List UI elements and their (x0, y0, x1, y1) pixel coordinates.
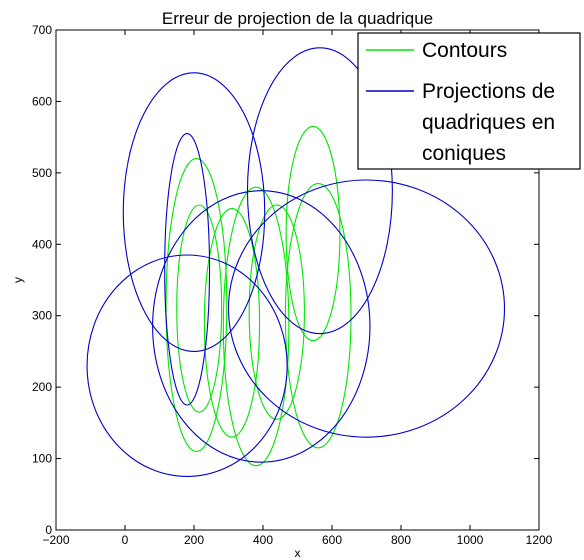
y-tick-label: 100 (32, 452, 52, 466)
contours-ellipse (203, 208, 261, 438)
chart-title: Erreur de projection de la quadrique (162, 9, 433, 28)
x-axis-label: x (295, 546, 301, 560)
projections-series (86, 47, 506, 477)
x-tick-label: 800 (391, 533, 411, 547)
x-tick-label: −200 (42, 533, 69, 547)
legend-box (357, 32, 581, 170)
y-tick-label: 700 (32, 23, 52, 37)
projections-ellipse (152, 190, 371, 463)
contours-ellipse (222, 186, 290, 467)
projections-ellipse (122, 72, 266, 352)
y-tick-label: 600 (32, 94, 52, 108)
legend-label-projections: quadriques en (422, 111, 555, 134)
y-tick-label: 0 (45, 523, 52, 537)
x-tick-label: 1000 (457, 533, 484, 547)
contours-ellipse (248, 204, 305, 420)
projections-ellipse (246, 47, 393, 335)
y-tick-label: 500 (32, 166, 52, 180)
legend: Contours Projections de quadriques en coniq… (357, 32, 581, 170)
legend-label-projections: Projections de (422, 80, 555, 103)
contours-ellipse (176, 204, 223, 413)
y-axis-label: y (11, 277, 25, 283)
y-tick-label: 400 (32, 237, 52, 251)
projections-ellipse (86, 254, 288, 477)
projections-ellipse (164, 133, 211, 406)
x-tick-label: 1200 (526, 533, 553, 547)
x-tick-label: 400 (253, 533, 273, 547)
contours-ellipse (285, 125, 341, 342)
projections-ellipse (227, 179, 506, 438)
x-tick-label: 600 (322, 533, 342, 547)
axis-ticks: −200 0 200 400 600 800 1000 1200010020030040050… (32, 23, 553, 547)
plot-area (86, 47, 506, 477)
contours-ellipse (165, 158, 228, 452)
x-tick-label: 0 (122, 533, 129, 547)
y-tick-label: 300 (32, 309, 52, 323)
axes-frame (55, 29, 540, 531)
x-tick-label: 200 (184, 533, 204, 547)
y-tick-label: 200 (32, 380, 52, 394)
legend-label-contours: Contours (422, 39, 507, 62)
contours-series (165, 125, 352, 467)
legend-label-projections: coniques (422, 142, 506, 165)
